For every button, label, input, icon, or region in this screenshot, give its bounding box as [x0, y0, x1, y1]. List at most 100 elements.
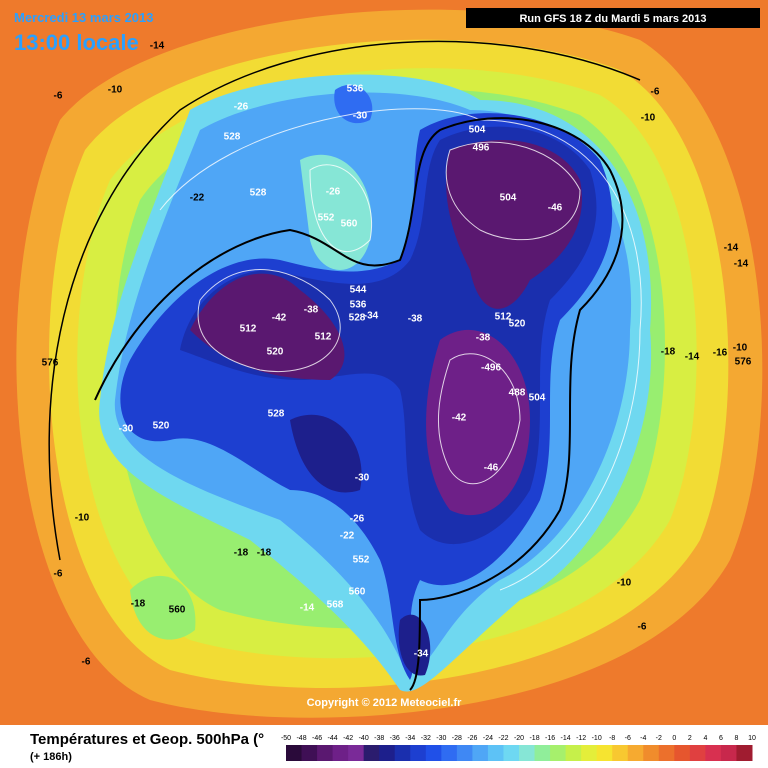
colorbar-swatch [627, 745, 644, 761]
colorbar-label: -28 [452, 735, 462, 742]
colorbar-swatch [286, 745, 303, 761]
map-label: -38 [304, 305, 319, 316]
map-label: 520 [509, 319, 526, 330]
map-label: 576 [735, 357, 752, 368]
colorbar-swatch [643, 745, 660, 761]
map-label: -22 [190, 193, 205, 204]
map-label: -30 [353, 111, 368, 122]
colorbar-swatch [519, 745, 536, 761]
colorbar-swatch [425, 745, 442, 761]
map-label: -46 [484, 463, 499, 474]
colorbar-swatch [674, 745, 691, 761]
map-label: -6 [651, 87, 660, 98]
map-label: -38 [408, 314, 423, 325]
map-label: -34 [414, 649, 429, 660]
colorbar-label: 2 [688, 735, 692, 742]
colorbar-label: -8 [609, 735, 615, 742]
colorbar-swatch [658, 745, 675, 761]
colorbar-label: -34 [405, 735, 415, 742]
colorbar-label: -36 [390, 735, 400, 742]
colorbar-swatch [394, 745, 411, 761]
map-label: -38 [476, 333, 491, 344]
map-label: 512 [315, 332, 332, 343]
map-labels: -14 -6 -10 -26 528 536 -30 528 -22 -26 552 560 504 49… [42, 41, 752, 668]
colorbar-swatch [736, 745, 753, 761]
colorbar-swatch [720, 745, 737, 761]
colorbar-label: -50 [281, 735, 291, 742]
map-label: 528 [268, 409, 285, 420]
colorbar-label: 0 [672, 735, 676, 742]
colorbar-label: -18 [529, 735, 539, 742]
forecast-lead: (+ 186h) [30, 751, 72, 763]
map-label: -6 [54, 569, 63, 580]
colorbar-label: -20 [514, 735, 524, 742]
colorbar-label: -38 [374, 735, 384, 742]
map-label: -18 [131, 599, 146, 610]
map-label: -14 [685, 352, 700, 363]
colorbar-label: 4 [703, 735, 707, 742]
map-label: 560 [349, 587, 366, 598]
colorbar-label: -44 [328, 735, 338, 742]
isotherms [48, 40, 641, 691]
map-label: 552 [318, 213, 335, 224]
map-label: 552 [353, 555, 370, 566]
run-info: Run GFS 18 Z du Mardi 5 mars 2013 [519, 13, 706, 25]
map-label: -10 [617, 578, 632, 589]
colorbar-swatch [456, 745, 473, 761]
colorbar-swatch [317, 745, 334, 761]
map-label: 512 [240, 324, 257, 335]
colorbar-swatch [503, 745, 520, 761]
colorbar-label: -14 [561, 735, 571, 742]
colorbar: -50 -48 -46 -44 -42 -40 -38 -36 -34 -32 -30 -28 -26-… [281, 735, 756, 761]
map-label: 536 [350, 300, 367, 311]
colorbar-label: -2 [656, 735, 662, 742]
map-label: 528 [349, 313, 366, 324]
colorbar-label: -12 [576, 735, 586, 742]
map-label: -10 [641, 113, 656, 124]
colorbar-label: -10 [592, 735, 602, 742]
map-label: -10 [108, 85, 123, 96]
map-label: -26 [234, 102, 249, 113]
map-label: 536 [347, 84, 364, 95]
map-label: -22 [340, 531, 355, 542]
colorbar-swatch [348, 745, 365, 761]
map-label: -6 [82, 657, 91, 668]
colorbar-label: -40 [359, 735, 369, 742]
colorbar-swatch [534, 745, 551, 761]
map-label: -18 [661, 347, 676, 358]
valid-time: 13:00 locale [14, 30, 139, 55]
colorbar-label: 6 [719, 735, 723, 742]
map-label: -14 [150, 41, 165, 52]
map-label: 544 [350, 285, 367, 296]
colorbar-swatch [705, 745, 722, 761]
colorbar-swatch [472, 745, 489, 761]
colorbar-label: -6 [625, 735, 631, 742]
valid-date: Mercredi 13 mars 2013 [14, 10, 153, 25]
colorbar-label: -22 [498, 735, 508, 742]
colorbar-swatch [487, 745, 504, 761]
map-label: -6 [54, 91, 63, 102]
map-label: -16 [713, 348, 728, 359]
colorbar-swatch [565, 745, 582, 761]
map-label: 560 [169, 605, 186, 616]
colorbar-swatch [332, 745, 349, 761]
map-label: 504 [469, 125, 486, 136]
map-label: -26 [326, 187, 341, 198]
map-label: 488 [509, 388, 526, 399]
run-box [466, 8, 760, 28]
map-label: -14 [734, 259, 749, 270]
footer-title: Températures et Geop. 500hPa (° [30, 731, 264, 748]
colorbar-label: -4 [640, 735, 646, 742]
temperature-field [16, 9, 763, 718]
colorbar-label: -48 [296, 735, 306, 742]
colorbar-swatch [689, 745, 706, 761]
colorbar-label: 10 [748, 735, 756, 742]
map-label: -10 [733, 343, 748, 354]
map-label: -26 [350, 514, 365, 525]
colorbar-swatch [379, 745, 396, 761]
map-label: 504 [500, 193, 517, 204]
map-label: -34 [364, 311, 379, 322]
map-label: -42 [452, 413, 467, 424]
